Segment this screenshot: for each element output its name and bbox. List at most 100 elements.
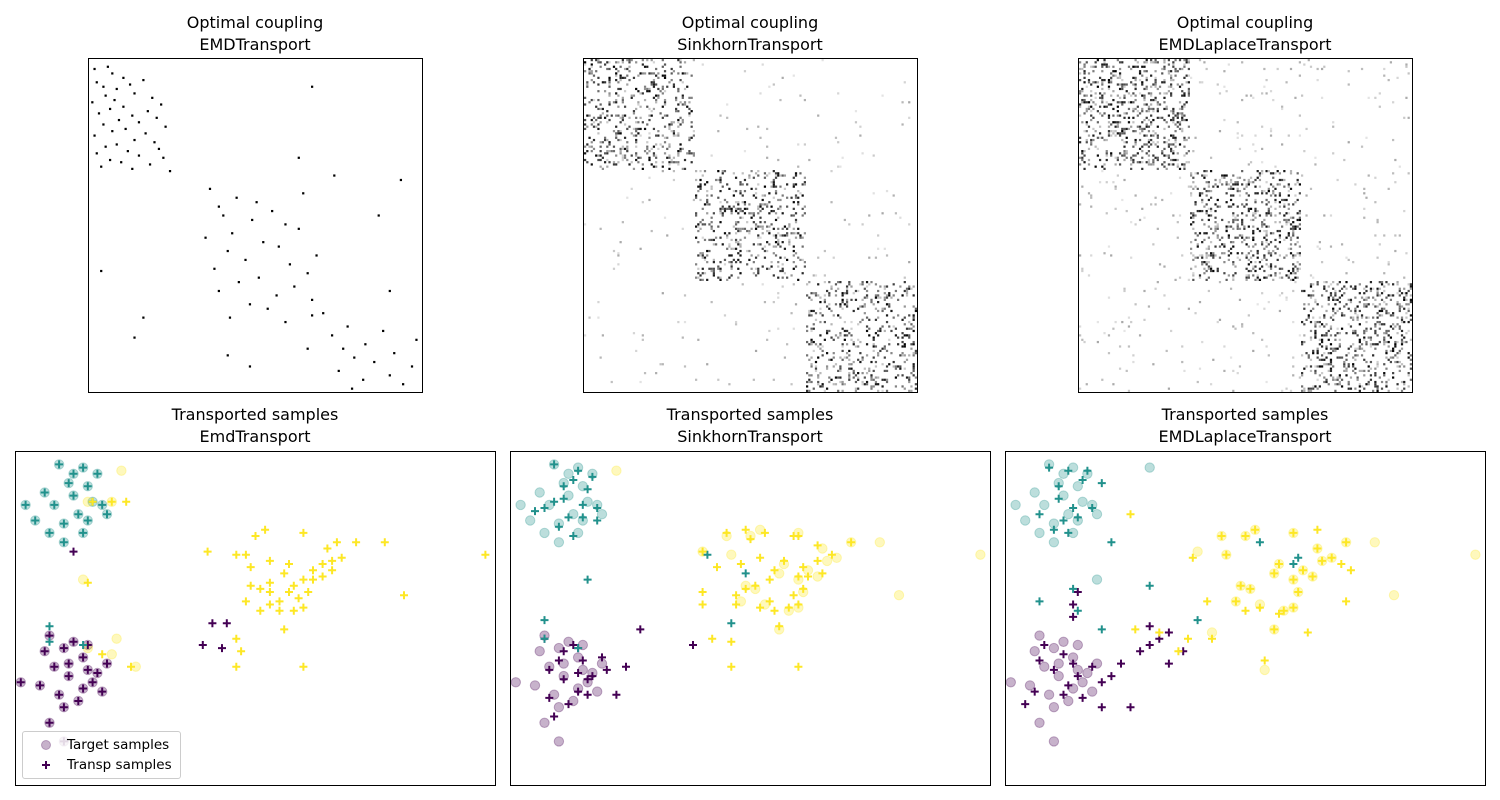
heatmap-cell <box>1409 287 1412 290</box>
heatmap-cell <box>1214 203 1217 206</box>
heatmap-cell <box>717 196 720 199</box>
transported-sample-point <box>1217 532 1226 540</box>
transported-sample-point <box>1126 703 1135 712</box>
heatmap-cell <box>1396 352 1399 355</box>
heatmap-cell <box>885 296 889 299</box>
heatmap-cell <box>1363 298 1366 301</box>
heatmap-cell <box>635 61 638 64</box>
heatmap-cell <box>801 183 804 186</box>
heatmap-cell <box>1083 63 1086 66</box>
transported-sample-point <box>64 672 73 681</box>
heatmap-cell <box>1347 387 1350 390</box>
heatmap-cell <box>1145 103 1148 106</box>
target-sample-point <box>1058 636 1069 648</box>
heatmap-cell <box>612 101 616 104</box>
heatmap-cell <box>1227 221 1230 224</box>
transported-sample-point <box>559 494 568 503</box>
heatmap-cell <box>732 258 735 262</box>
heatmap-cell <box>1154 132 1157 135</box>
heatmap-cell <box>1125 127 1128 131</box>
heatmap-cell <box>1256 170 1259 173</box>
heatmap-cell <box>1285 221 1288 224</box>
heatmap-cell <box>766 203 769 206</box>
heatmap-cell <box>1085 138 1088 142</box>
heatmap-cell <box>315 254 318 257</box>
heatmap-cell <box>1187 61 1190 64</box>
heatmap-cell <box>1192 258 1195 262</box>
heatmap-cell <box>794 236 798 239</box>
heatmap-cell <box>1123 158 1126 162</box>
heatmap-cell <box>248 303 252 306</box>
heatmap-cell <box>730 265 733 268</box>
heatmap-cell <box>1092 70 1095 73</box>
heatmap-cell <box>1238 365 1242 368</box>
heatmap-cell <box>1147 305 1151 308</box>
heatmap-cell <box>803 232 806 235</box>
heatmap-cell <box>1354 367 1357 370</box>
heatmap-cell <box>1338 383 1341 386</box>
heatmap-cell <box>1083 167 1086 170</box>
heatmap-cell <box>908 354 911 357</box>
heatmap-cell <box>817 283 820 286</box>
heatmap-cell <box>1121 85 1124 88</box>
heatmap-cell <box>1110 154 1113 157</box>
heatmap-cell <box>1143 103 1146 106</box>
heatmap-cell <box>901 336 904 339</box>
heatmap-cell <box>877 296 880 299</box>
heatmap-cell <box>1365 383 1368 386</box>
heatmap-cell <box>1132 107 1135 111</box>
heatmap-cell <box>1112 121 1115 124</box>
heatmap-cell <box>1309 309 1313 313</box>
heatmap-cell <box>666 85 669 88</box>
heatmap-cell <box>1232 389 1235 392</box>
heatmap-cell <box>1218 181 1222 184</box>
heatmap-cell <box>1150 203 1153 206</box>
heatmap-cell <box>1254 185 1257 188</box>
transported-sample-point <box>636 625 645 634</box>
heatmap-cell <box>648 176 651 179</box>
heatmap-cell <box>208 187 212 190</box>
heatmap-cell <box>1218 256 1222 259</box>
heatmap-cell <box>1156 110 1159 113</box>
heatmap-cell <box>750 212 753 215</box>
heatmap-cell <box>723 170 727 173</box>
heatmap-cell <box>1356 347 1359 350</box>
heatmap-cell <box>706 194 709 197</box>
heatmap-cell <box>857 378 860 381</box>
heatmap-cell <box>874 376 878 379</box>
heatmap-cell <box>1094 165 1097 168</box>
heatmap-cell <box>1261 241 1264 244</box>
heatmap-cell <box>728 232 731 235</box>
heatmap-cell <box>1269 214 1273 217</box>
transported-sample-point <box>246 581 255 590</box>
heatmap-cell <box>839 281 842 284</box>
transported-sample-point <box>1059 690 1068 699</box>
heatmap-cell <box>1265 345 1268 348</box>
heatmap-cell <box>1352 343 1355 346</box>
heatmap-cell <box>1152 110 1155 113</box>
heatmap-cell <box>1136 161 1139 164</box>
heatmap-cell <box>601 81 604 84</box>
heatmap-cell <box>808 158 811 162</box>
heatmap-cell <box>766 225 769 228</box>
heatmap-cell <box>883 307 886 310</box>
heatmap-cell <box>1252 238 1255 242</box>
heatmap-cell <box>646 123 649 126</box>
heatmap-cell <box>584 334 587 337</box>
heatmap-cell <box>786 258 789 262</box>
heatmap-cell <box>686 105 689 108</box>
heatmap-cell <box>1185 161 1188 164</box>
transported-sample-point <box>309 566 317 575</box>
heatmap-cell <box>690 110 693 113</box>
heatmap-cell <box>603 63 607 66</box>
heatmap-cell <box>857 289 860 293</box>
heatmap-cell <box>1256 227 1259 230</box>
coupling-emd-title-line2: EMDTransport <box>199 35 311 54</box>
heatmap-cell <box>1174 70 1177 73</box>
transported-sample-point <box>1073 588 1082 596</box>
heatmap-cell <box>1287 276 1290 279</box>
heatmap-cell <box>1294 272 1297 275</box>
heatmap-cell <box>1398 234 1401 237</box>
heatmap-cell <box>1323 314 1326 317</box>
transported-sample-point <box>545 665 554 674</box>
